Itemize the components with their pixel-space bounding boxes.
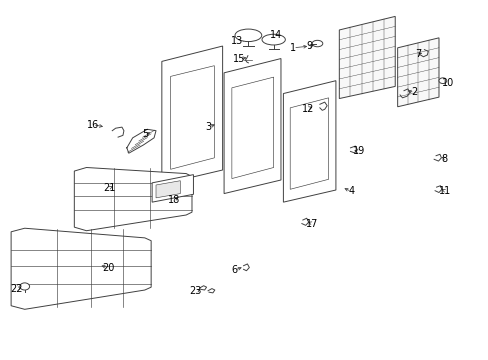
Polygon shape (339, 17, 394, 99)
Circle shape (20, 283, 30, 290)
Text: 3: 3 (204, 122, 211, 132)
Polygon shape (231, 77, 273, 179)
Text: 14: 14 (269, 30, 282, 40)
Circle shape (438, 78, 446, 84)
Text: 5: 5 (142, 129, 148, 139)
Text: 6: 6 (231, 265, 237, 275)
Text: 8: 8 (441, 154, 447, 163)
Text: 13: 13 (231, 36, 243, 46)
Text: 11: 11 (438, 186, 450, 196)
Polygon shape (397, 38, 438, 107)
Polygon shape (224, 59, 281, 194)
Text: 4: 4 (347, 186, 354, 197)
Text: 17: 17 (306, 219, 318, 229)
Text: 7: 7 (415, 49, 421, 59)
Text: 22: 22 (11, 284, 23, 294)
Polygon shape (170, 66, 214, 169)
Polygon shape (289, 98, 328, 189)
Text: 16: 16 (86, 120, 99, 130)
Text: 18: 18 (167, 195, 180, 204)
Text: 1: 1 (289, 43, 296, 53)
Text: 15: 15 (233, 54, 245, 64)
Text: 10: 10 (441, 78, 453, 88)
Polygon shape (74, 167, 192, 231)
Polygon shape (156, 181, 180, 198)
Polygon shape (11, 228, 151, 309)
Polygon shape (162, 46, 222, 184)
Text: 19: 19 (352, 147, 364, 157)
Text: 2: 2 (411, 87, 417, 98)
Text: 9: 9 (305, 41, 312, 51)
Text: 23: 23 (189, 287, 202, 296)
Text: 20: 20 (102, 262, 114, 273)
Ellipse shape (311, 40, 322, 47)
Text: 12: 12 (301, 104, 313, 113)
Ellipse shape (235, 29, 261, 41)
Polygon shape (283, 81, 335, 202)
Polygon shape (152, 175, 193, 202)
Ellipse shape (262, 34, 285, 45)
Text: 21: 21 (103, 183, 115, 193)
